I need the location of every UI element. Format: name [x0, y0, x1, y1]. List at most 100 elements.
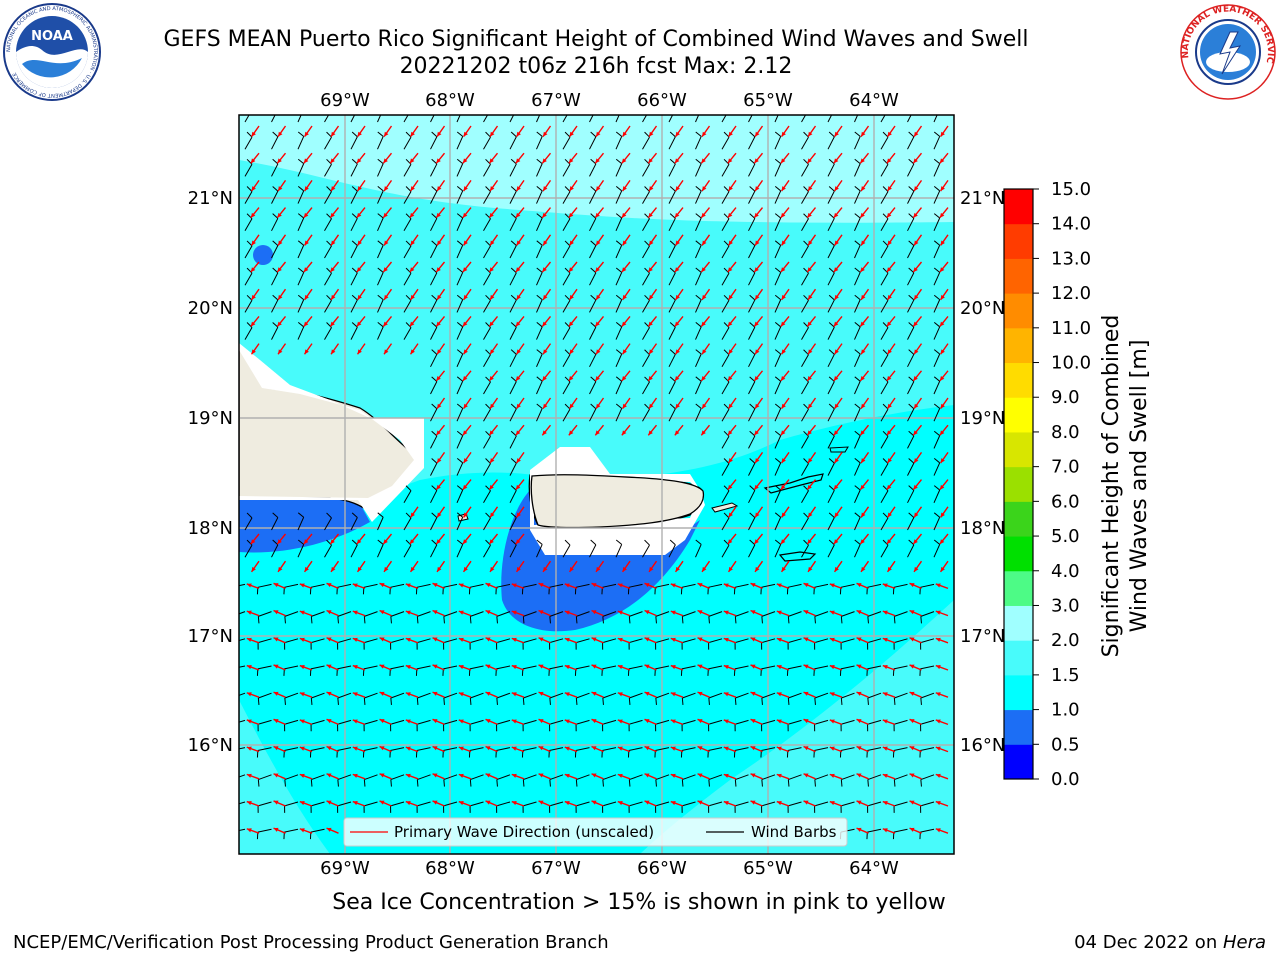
wind-barb — [774, 322, 782, 340]
wind-barb — [615, 240, 623, 259]
wave-direction-arrow — [750, 745, 763, 753]
wind-barb — [536, 186, 543, 204]
wave-direction-arrow — [700, 152, 711, 164]
figure-title: GEFS MEAN Puerto Rico Significant Height… — [163, 27, 1029, 52]
wind-barb — [695, 267, 702, 286]
wave-direction-arrow — [860, 343, 870, 355]
wave-direction-arrow — [538, 664, 551, 671]
colorbar-tick-label: 7.0 — [1051, 457, 1080, 478]
wind-barb — [350, 294, 358, 313]
wind-barb — [920, 801, 935, 813]
wave-direction-arrow — [830, 855, 842, 860]
wave-direction-arrow — [776, 692, 790, 698]
wind-barb — [232, 856, 245, 868]
wind-barb — [734, 719, 749, 732]
lat-label-right: 18°N — [960, 518, 1005, 539]
wave-direction-arrow — [882, 773, 896, 780]
wave-direction-arrow — [909, 718, 922, 726]
wave-direction-arrow — [939, 152, 949, 164]
wave-direction-arrow — [833, 152, 843, 164]
wave-direction-arrow — [780, 343, 790, 355]
wave-direction-arrow — [859, 533, 870, 545]
wind-barb — [522, 611, 537, 624]
wave-direction-arrow — [409, 315, 419, 327]
wave-direction-arrow — [462, 179, 472, 192]
wave-direction-arrow — [697, 609, 710, 617]
wave-direction-arrow — [913, 125, 923, 138]
wave-direction-arrow — [383, 288, 393, 301]
wind-barb — [615, 322, 623, 340]
wave-direction-arrow — [383, 234, 393, 246]
wind-barb — [239, 828, 246, 831]
wave-direction-arrow — [617, 746, 631, 753]
wind-barb — [363, 801, 378, 813]
wave-direction-arrow — [833, 397, 843, 410]
wind-barb — [509, 240, 517, 259]
wind-barb — [239, 611, 246, 615]
wave-height-fill-1.5-2-southeast — [760, 610, 954, 854]
wave-direction-arrow — [591, 582, 604, 590]
colorbar-tick-label: 6.0 — [1051, 491, 1080, 512]
lon-label-bottom: 64°W — [849, 858, 899, 879]
wave-direction-arrow — [886, 560, 896, 573]
wave-direction-arrow — [939, 315, 949, 327]
wave-direction-arrow — [592, 855, 604, 860]
wave-direction-arrow — [564, 719, 578, 726]
wind-barb — [536, 158, 543, 177]
wave-direction-arrow — [936, 855, 948, 860]
wave-direction-arrow — [860, 397, 870, 410]
wind-barb — [801, 115, 807, 123]
wave-direction-arrow — [753, 424, 764, 436]
wind-barb — [443, 692, 458, 706]
lon-label-top: 66°W — [637, 90, 687, 111]
wind-barb — [854, 267, 861, 286]
wind-barb — [748, 539, 756, 558]
wind-barb — [655, 611, 670, 624]
wave-direction-arrow — [621, 207, 631, 219]
wave-direction-arrow — [511, 773, 525, 780]
wind-barb — [575, 638, 590, 650]
wind-barb — [907, 485, 915, 504]
wind-barb — [933, 539, 941, 558]
wave-direction-arrow — [674, 370, 684, 382]
wave-direction-arrow — [701, 343, 711, 355]
wave-direction-arrow — [489, 397, 499, 410]
wind-barb — [854, 186, 861, 204]
wind-barb — [602, 801, 617, 813]
wind-barb — [390, 638, 405, 650]
wind-barb — [536, 213, 543, 232]
wind-barb — [814, 692, 829, 706]
wave-direction-arrow — [833, 479, 843, 491]
colorbar-bin — [1004, 223, 1033, 259]
wind-barb — [774, 430, 782, 449]
wave-direction-arrow — [568, 315, 578, 327]
wave-direction-arrow — [617, 773, 631, 780]
wave-direction-arrow — [882, 692, 896, 698]
wave-direction-arrow — [935, 746, 949, 753]
wind-barb — [893, 719, 908, 732]
wave-direction-arrow — [382, 533, 393, 545]
wind-barb — [615, 267, 623, 286]
wave-direction-arrow — [833, 533, 843, 545]
wave-direction-arrow — [859, 370, 870, 382]
wave-direction-arrow — [564, 637, 578, 644]
wave-direction-arrow — [700, 315, 711, 327]
wave-direction-arrow — [594, 207, 605, 219]
wave-direction-arrow — [435, 152, 446, 164]
wind-barb — [681, 774, 696, 787]
wave-direction-arrow — [326, 582, 339, 590]
wave-direction-arrow — [780, 424, 790, 436]
wave-direction-arrow — [935, 583, 949, 590]
wind-barb — [628, 692, 643, 706]
colorbar-tick-label: 1.5 — [1051, 665, 1080, 686]
wind-barb — [748, 458, 756, 476]
wave-direction-arrow — [356, 261, 366, 273]
wave-direction-arrow — [299, 719, 313, 726]
wind-barb — [867, 692, 882, 706]
wind-barb — [748, 430, 756, 449]
wave-direction-arrow — [859, 152, 870, 164]
wind-barb — [615, 158, 623, 177]
wind-barb — [257, 638, 272, 650]
wind-barb — [390, 774, 405, 787]
wind-barb — [827, 430, 835, 449]
